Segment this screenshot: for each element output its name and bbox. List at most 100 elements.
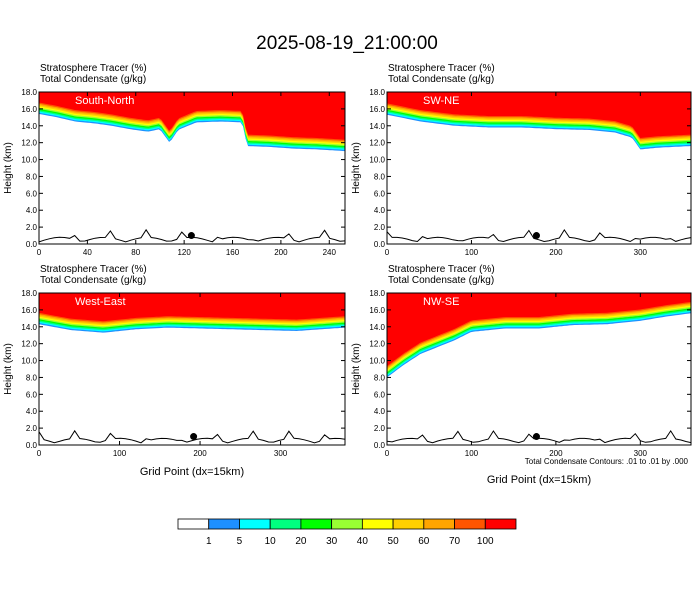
y-tick-label: 4.0 xyxy=(374,206,386,215)
plot-frame xyxy=(38,91,346,245)
y-tick-label: 8.0 xyxy=(374,172,386,181)
x-tick-label: 100 xyxy=(113,449,127,458)
x-tick-label: 240 xyxy=(323,248,337,257)
tracer-field xyxy=(387,92,691,150)
panel-header-tracer: Stratosphere Tracer (%) xyxy=(40,264,147,275)
colorbar-label: 70 xyxy=(449,536,461,547)
x-tick-label: 100 xyxy=(465,449,479,458)
y-tick-label: 0.0 xyxy=(26,441,38,450)
colorbar-swatch xyxy=(423,518,455,530)
y-tick-label: 6.0 xyxy=(26,189,38,198)
tracer-band-9 xyxy=(387,92,691,138)
x-tick-label: 0 xyxy=(37,248,42,257)
y-tick-label: 16.0 xyxy=(21,105,37,114)
panel-west-east: Stratosphere Tracer (%)Total Condensate … xyxy=(3,264,346,478)
x-tick-label: 200 xyxy=(549,248,563,257)
x-tick-label: 200 xyxy=(549,449,563,458)
y-tick-label: 16.0 xyxy=(369,105,385,114)
panel-header-tracer: Stratosphere Tracer (%) xyxy=(388,264,495,275)
colorbar-swatch xyxy=(300,518,333,530)
tracer-field xyxy=(39,293,345,333)
plot-frame xyxy=(386,91,692,245)
x-tick-label: 80 xyxy=(131,248,140,257)
colorbar-label: 40 xyxy=(357,536,369,547)
y-tick-label: 10.0 xyxy=(369,357,385,366)
y-tick-label: 10.0 xyxy=(21,357,37,366)
colorbar-label: 30 xyxy=(326,536,338,547)
panel-nw-se: Stratosphere Tracer (%)Total Condensate … xyxy=(351,264,692,486)
colorbar-swatch xyxy=(454,518,486,530)
y-tick-label: 4.0 xyxy=(26,407,38,416)
y-tick-label: 14.0 xyxy=(21,323,37,332)
panel-header-condensate: Total Condensate (g/kg) xyxy=(40,275,146,286)
location-marker xyxy=(187,232,195,240)
tracer-band-9 xyxy=(387,293,691,366)
terrain-line xyxy=(39,429,345,444)
x-tick-label: 200 xyxy=(274,248,288,257)
panel-label: NW-SE xyxy=(423,296,459,308)
x-tick-label: 300 xyxy=(634,248,648,257)
y-tick-label: 10.0 xyxy=(21,156,37,165)
colorbar-swatch xyxy=(331,518,363,530)
x-tick-label: 0 xyxy=(385,449,390,458)
panel-label: West-East xyxy=(75,296,126,308)
y-tick-label: 16.0 xyxy=(369,306,385,315)
tracer-band-9 xyxy=(39,293,345,322)
colorbar-swatch xyxy=(269,518,302,530)
y-axis-label: Height (km) xyxy=(3,142,14,194)
y-tick-label: 6.0 xyxy=(374,390,386,399)
y-tick-label: 14.0 xyxy=(21,122,37,131)
x-tick-label: 300 xyxy=(634,449,648,458)
y-tick-label: 14.0 xyxy=(369,122,385,131)
x-tick-label: 200 xyxy=(193,449,207,458)
y-tick-label: 0.0 xyxy=(374,441,386,450)
tracer-field xyxy=(387,293,691,378)
y-tick-label: 8.0 xyxy=(26,373,38,382)
y-tick-label: 12.0 xyxy=(21,139,37,148)
y-tick-label: 0.0 xyxy=(26,240,38,249)
y-tick-label: 18.0 xyxy=(21,289,37,298)
y-tick-label: 18.0 xyxy=(21,88,37,97)
x-axis-label: Grid Point (dx=15km) xyxy=(140,466,244,478)
y-tick-label: 2.0 xyxy=(26,223,38,232)
terrain xyxy=(387,228,691,243)
colorbar-label: 20 xyxy=(295,536,307,547)
tracer-band-9 xyxy=(39,92,345,140)
colorbar-swatch xyxy=(392,518,425,530)
plot-frame xyxy=(386,292,692,446)
y-axis-label: Height (km) xyxy=(351,142,362,194)
colorbar-swatch xyxy=(177,518,210,530)
y-tick-label: 8.0 xyxy=(26,172,38,181)
colorbar-swatch xyxy=(208,518,240,530)
y-tick-label: 12.0 xyxy=(369,340,385,349)
colorbar-label: 10 xyxy=(265,536,277,547)
location-marker xyxy=(190,433,198,441)
location-marker xyxy=(532,232,540,240)
tracer-field xyxy=(39,92,345,152)
colorbar-label: 1 xyxy=(206,536,212,547)
y-tick-label: 2.0 xyxy=(374,424,386,433)
location-marker xyxy=(532,433,540,441)
y-tick-label: 12.0 xyxy=(369,139,385,148)
x-tick-label: 40 xyxy=(83,248,92,257)
x-tick-label: 100 xyxy=(465,248,479,257)
panel-label: SW-NE xyxy=(423,95,459,107)
x-tick-label: 0 xyxy=(385,248,390,257)
y-tick-label: 10.0 xyxy=(369,156,385,165)
panel-header-condensate: Total Condensate (g/kg) xyxy=(388,275,494,286)
y-tick-label: 12.0 xyxy=(21,340,37,349)
y-axis-label: Height (km) xyxy=(3,343,14,395)
colorbar: 1 5 10 20 30 40 50 60 70 100 xyxy=(177,518,517,547)
y-tick-label: 8.0 xyxy=(374,373,386,382)
panel-header-tracer: Stratosphere Tracer (%) xyxy=(388,63,495,74)
y-tick-label: 14.0 xyxy=(369,323,385,332)
y-tick-label: 4.0 xyxy=(26,206,38,215)
y-tick-label: 16.0 xyxy=(21,306,37,315)
y-tick-label: 6.0 xyxy=(26,390,38,399)
colorbar-swatch xyxy=(361,518,394,530)
plot-frame xyxy=(38,292,346,446)
y-tick-label: 6.0 xyxy=(374,189,386,198)
y-tick-label: 4.0 xyxy=(374,407,386,416)
y-tick-label: 18.0 xyxy=(369,289,385,298)
